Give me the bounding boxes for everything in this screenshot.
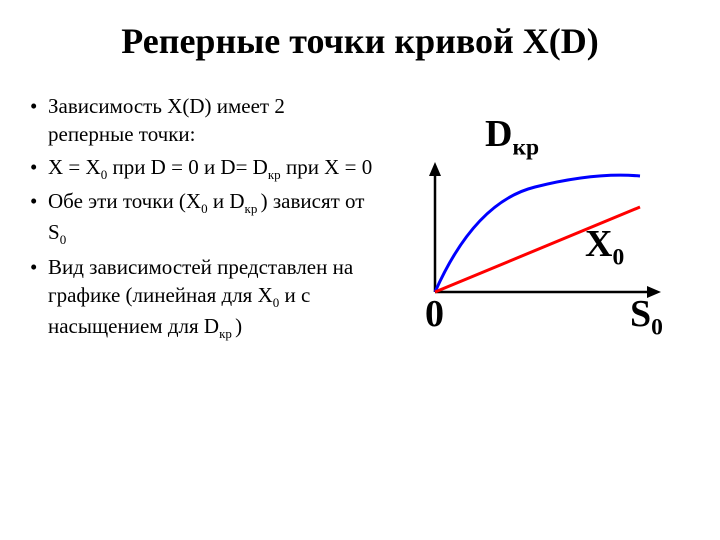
content-row: • Зависимость X(D) имеет 2 реперные точк…	[30, 92, 690, 372]
bullet-marker: •	[30, 187, 48, 249]
label-zero: 0	[425, 292, 444, 336]
bullet-marker: •	[30, 92, 48, 149]
page-title: Реперные точки кривой X(D)	[30, 20, 690, 62]
bullet-text: Зависимость X(D) имеет 2 реперные точки:	[48, 92, 375, 149]
bullet-text: Обе эти точки (X0 и Dкр ) зависят от S0	[48, 187, 375, 249]
bullet-item: • Обе эти точки (X0 и Dкр ) зависят от S…	[30, 187, 375, 249]
bullet-item: • Зависимость X(D) имеет 2 реперные точк…	[30, 92, 375, 149]
bullet-marker: •	[30, 253, 48, 343]
bullet-item: • X = X0 при D = 0 и D= Dкр при X = 0	[30, 153, 375, 184]
bullet-text: X = X0 при D = 0 и D= Dкр при X = 0	[48, 153, 375, 184]
y-axis-arrow	[429, 162, 441, 176]
chart-area: Dкр X0 0 S0	[395, 92, 690, 372]
label-dkr: Dкр	[485, 112, 539, 162]
label-x0: X0	[585, 222, 624, 272]
bullet-list: • Зависимость X(D) имеет 2 реперные точк…	[30, 92, 375, 372]
bullet-item: • Вид зависимостей представлен на график…	[30, 253, 375, 343]
label-s0: S0	[630, 292, 663, 342]
bullet-text: Вид зависимостей представлен на графике …	[48, 253, 375, 343]
bullet-marker: •	[30, 153, 48, 184]
